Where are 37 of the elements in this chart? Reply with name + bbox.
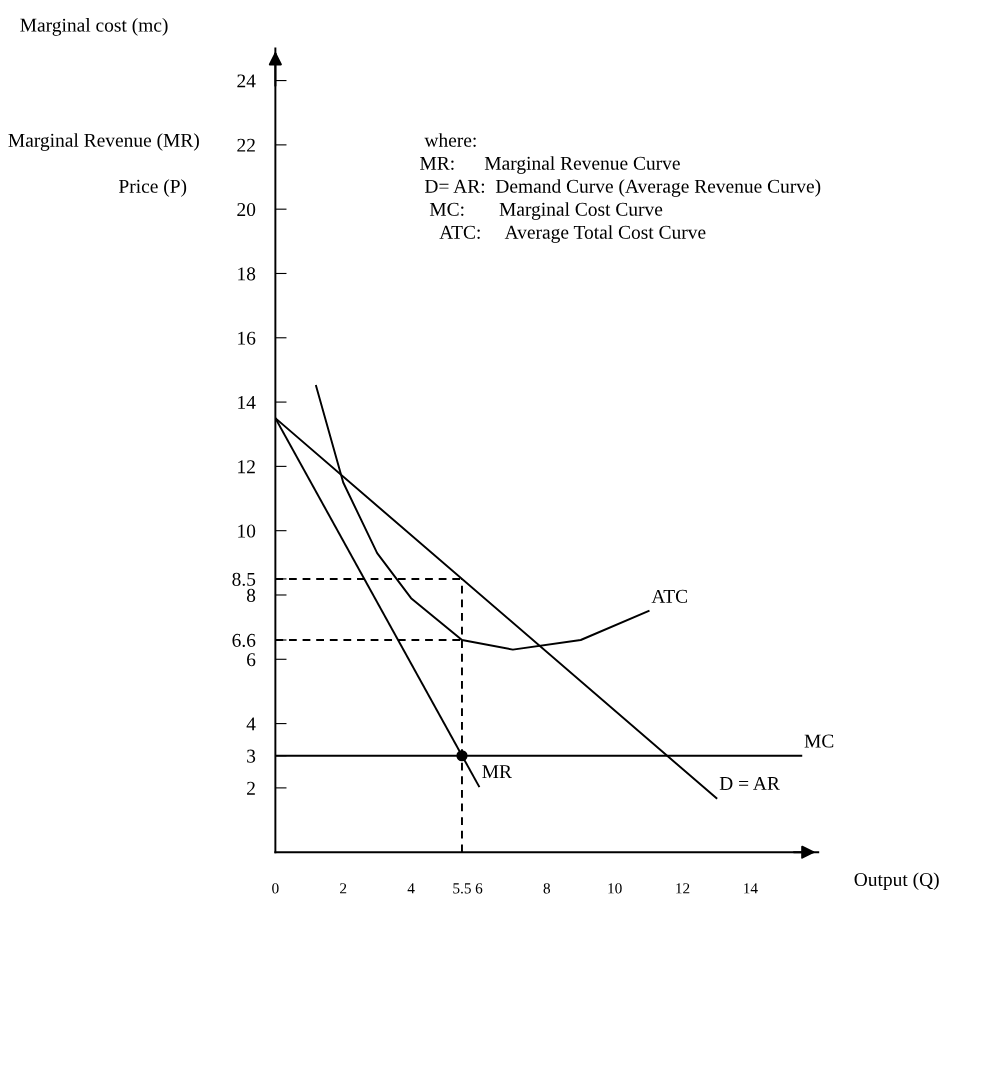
annotation: MC (804, 734, 834, 748)
x-tick-label: 5.5 (453, 883, 471, 894)
y-tick-label: 16 (238, 331, 256, 345)
y-tick-label: 4 (246, 717, 256, 731)
annotation: ATC: Average Total Cost Curve (439, 225, 706, 243)
y-tick-label: 12 (238, 460, 255, 474)
x-tick-label: 4 (407, 883, 415, 894)
y-axis-title: Marginal cost (mc) (20, 18, 168, 36)
y-tick-label: 8.5 (232, 572, 256, 586)
y-tick-label: 22 (237, 138, 255, 152)
x-tick-label: 0 (272, 883, 279, 894)
annotation: ATC (651, 589, 688, 603)
y-tick-label: 6.6 (232, 633, 256, 648)
annotation: MC: Marginal Cost Curve (429, 202, 663, 220)
x-tick-label: 12 (676, 883, 690, 894)
annotation: D= AR: Demand Curve (Average Revenue Curve) (424, 179, 821, 197)
y-tick-label: 24 (237, 74, 256, 88)
annotation: MR (482, 765, 512, 778)
text: Price (P) (119, 179, 187, 197)
x-tick-label: 10 (608, 883, 622, 894)
x-tick-label: 14 (744, 883, 758, 894)
y-tick-label: 14 (238, 395, 256, 409)
x-tick-label: 8 (543, 883, 551, 894)
annotation: where: (424, 133, 476, 147)
y-tick-label: 2 (247, 781, 255, 795)
x-tick-label: 2 (340, 883, 347, 894)
y-tick-label: 18 (238, 267, 256, 281)
annotation: D = AR (719, 777, 780, 790)
y-tick-label: 10 (238, 524, 256, 538)
y-tick-label: 6 (247, 653, 256, 667)
y-tick-label: 8 (246, 588, 256, 602)
text: Marginal Revenue (MR) (8, 133, 199, 151)
x-axis-title: Output (Q) (854, 872, 939, 891)
annotation: MR: Marginal Revenue Curve (420, 156, 680, 174)
y-tick-label: 20 (237, 202, 256, 217)
y-tick-label: 3 (247, 749, 256, 763)
x-tick-label: 6 (475, 883, 483, 894)
